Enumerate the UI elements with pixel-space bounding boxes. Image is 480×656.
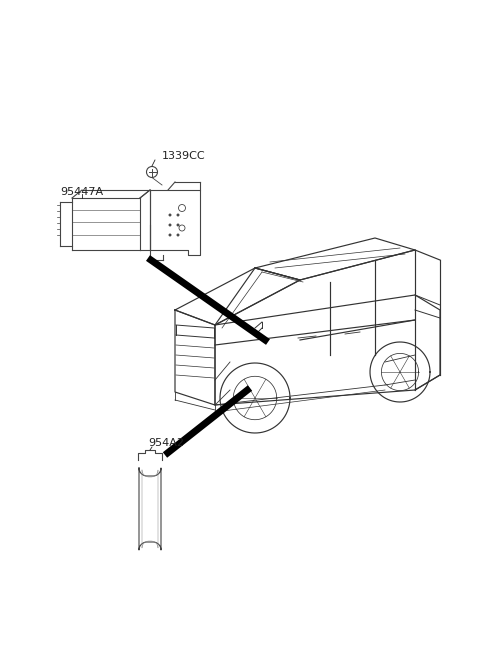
Text: 95447A: 95447A bbox=[60, 187, 103, 197]
Circle shape bbox=[177, 224, 179, 226]
Circle shape bbox=[169, 214, 171, 216]
Circle shape bbox=[169, 234, 171, 236]
Circle shape bbox=[177, 214, 179, 216]
Circle shape bbox=[169, 224, 171, 226]
Text: 954A2: 954A2 bbox=[148, 438, 184, 448]
Circle shape bbox=[177, 234, 179, 236]
Text: 1339CC: 1339CC bbox=[162, 151, 205, 161]
